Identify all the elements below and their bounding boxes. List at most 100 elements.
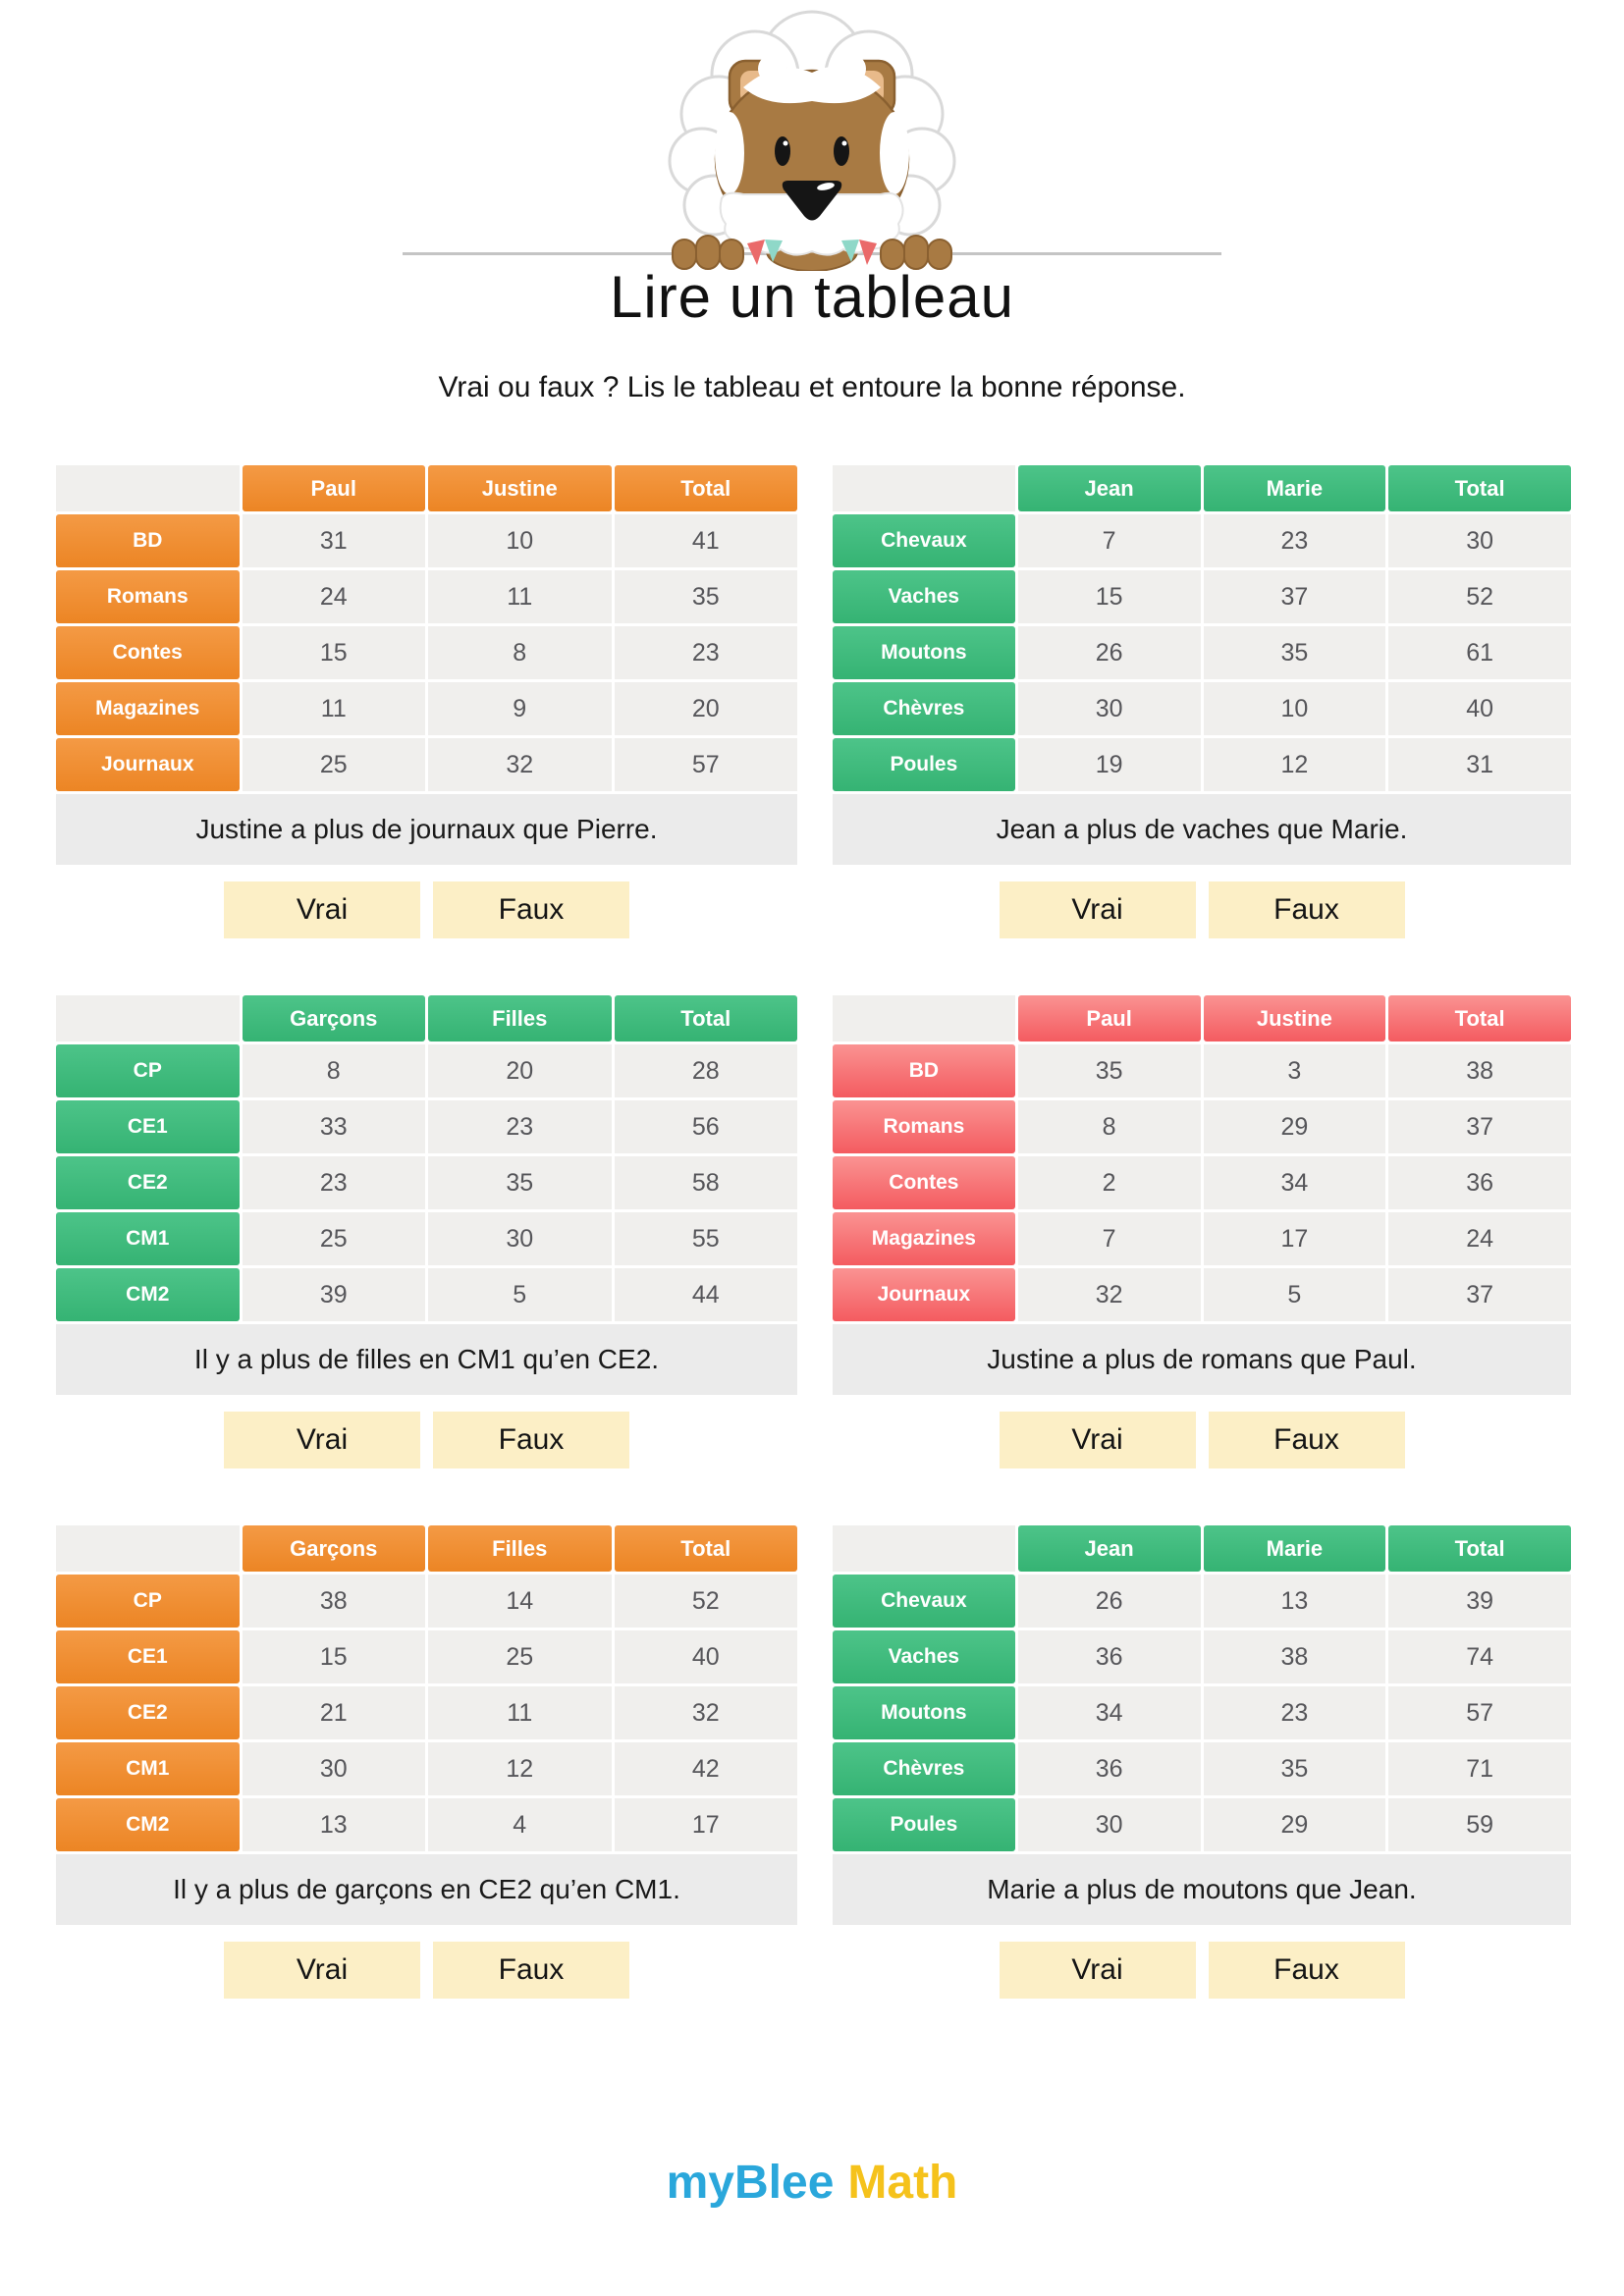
paw-right <box>880 235 952 270</box>
row-label: Chèvres <box>833 682 1015 735</box>
value-cell: 23 <box>1203 1686 1386 1739</box>
answer-buttons: Vrai Faux <box>833 881 1571 938</box>
answer-buttons: Vrai Faux <box>833 1942 1571 1999</box>
value-cell: 13 <box>1203 1575 1386 1628</box>
row-label: Contes <box>56 626 240 679</box>
row-label: Magazines <box>56 682 240 735</box>
column-header: Total <box>614 465 797 511</box>
data-table: Paul Justine Total BD 31 10 41 Romans 24 11 35 Cont… <box>56 465 797 791</box>
answer-buttons: Vrai Faux <box>56 881 797 938</box>
exercise-block: Paul Justine Total BD 31 10 41 Romans 24 11 35 Cont… <box>56 465 797 938</box>
value-cell: 19 <box>1017 738 1201 791</box>
table-corner-cell <box>56 1525 240 1572</box>
data-table: Garçons Filles Total CP 38 14 52 CE1 15 25 40 CE2 21… <box>56 1525 797 1851</box>
value-cell: 7 <box>1017 514 1201 567</box>
row-label: CP <box>56 1044 240 1097</box>
column-header: Jean <box>1017 465 1201 511</box>
answer-buttons: Vrai Faux <box>833 1412 1571 1468</box>
value-cell: 57 <box>1388 1686 1571 1739</box>
faux-button[interactable]: Faux <box>1208 1942 1405 1999</box>
exercise-block: Garçons Filles Total CP 8 20 28 CE1 33 23 56 CE2 23 3… <box>56 995 797 1468</box>
value-cell: 30 <box>1017 1798 1201 1851</box>
value-cell: 4 <box>428 1798 612 1851</box>
myblee-math-logo: myBlee Math <box>0 2156 1624 2210</box>
faux-button[interactable]: Faux <box>1208 1412 1405 1468</box>
value-cell: 33 <box>242 1100 425 1153</box>
value-cell: 34 <box>1203 1156 1386 1209</box>
value-cell: 38 <box>1388 1044 1571 1097</box>
value-cell: 15 <box>242 1630 425 1683</box>
value-cell: 31 <box>242 514 425 567</box>
value-cell: 37 <box>1388 1100 1571 1153</box>
value-cell: 59 <box>1388 1798 1571 1851</box>
faux-button[interactable]: Faux <box>433 1412 629 1468</box>
page-instructions: Vrai ou faux ? Lis le tableau et entoure… <box>438 371 1186 403</box>
value-cell: 52 <box>614 1575 797 1628</box>
value-cell: 13 <box>242 1798 425 1851</box>
value-cell: 35 <box>614 570 797 623</box>
row-label: CE2 <box>56 1156 240 1209</box>
value-cell: 61 <box>1388 626 1571 679</box>
question-statement: Justine a plus de romans que Paul. <box>833 1324 1571 1395</box>
faux-button[interactable]: Faux <box>1208 881 1405 938</box>
value-cell: 25 <box>428 1630 612 1683</box>
value-cell: 26 <box>1017 1575 1201 1628</box>
exercise-block: Jean Marie Total Chevaux 26 13 39 Vaches 36 38 74 M… <box>833 1525 1571 1999</box>
value-cell: 3 <box>1203 1044 1386 1097</box>
row-label: CM2 <box>56 1268 240 1321</box>
row-label: Vaches <box>833 1630 1015 1683</box>
row-label: BD <box>833 1044 1015 1097</box>
value-cell: 40 <box>614 1630 797 1683</box>
value-cell: 34 <box>1017 1686 1201 1739</box>
value-cell: 23 <box>242 1156 425 1209</box>
vrai-button[interactable]: Vrai <box>224 881 420 938</box>
faux-button[interactable]: Faux <box>433 881 629 938</box>
nose <box>782 181 842 221</box>
faux-button[interactable]: Faux <box>433 1942 629 1999</box>
eye-left <box>775 136 790 166</box>
value-cell: 10 <box>428 514 612 567</box>
column-header: Filles <box>428 1525 612 1572</box>
data-table: Jean Marie Total Chevaux 26 13 39 Vaches 36 38 74 M… <box>833 1525 1571 1851</box>
column-header: Garçons <box>242 995 425 1041</box>
value-cell: 37 <box>1203 570 1386 623</box>
value-cell: 74 <box>1388 1630 1571 1683</box>
row-label: Journaux <box>56 738 240 791</box>
vrai-button[interactable]: Vrai <box>224 1412 420 1468</box>
vrai-button[interactable]: Vrai <box>999 881 1196 938</box>
value-cell: 30 <box>1388 514 1571 567</box>
value-cell: 55 <box>614 1212 797 1265</box>
value-cell: 42 <box>614 1742 797 1795</box>
vrai-button[interactable]: Vrai <box>999 1412 1196 1468</box>
collar <box>747 240 877 265</box>
exercise-block: Jean Marie Total Chevaux 7 23 30 Vaches 15 37 52 Mo… <box>833 465 1571 938</box>
value-cell: 40 <box>1388 682 1571 735</box>
data-table: Garçons Filles Total CP 8 20 28 CE1 33 23 56 CE2 23 3… <box>56 995 797 1321</box>
row-label: Romans <box>833 1100 1015 1153</box>
value-cell: 5 <box>1203 1268 1386 1321</box>
table-corner-cell <box>833 995 1015 1041</box>
answer-buttons: Vrai Faux <box>56 1942 797 1999</box>
column-header: Justine <box>428 465 612 511</box>
value-cell: 29 <box>1203 1798 1386 1851</box>
row-label: BD <box>56 514 240 567</box>
row-label: CP <box>56 1575 240 1628</box>
vrai-button[interactable]: Vrai <box>999 1942 1196 1999</box>
value-cell: 8 <box>428 626 612 679</box>
row-label: Magazines <box>833 1212 1015 1265</box>
vrai-button[interactable]: Vrai <box>224 1942 420 1999</box>
value-cell: 8 <box>242 1044 425 1097</box>
question-statement: Il y a plus de garçons en CE2 qu’en CM1. <box>56 1854 797 1925</box>
column-header: Total <box>614 995 797 1041</box>
row-label: Chèvres <box>833 1742 1015 1795</box>
value-cell: 41 <box>614 514 797 567</box>
column-header: Paul <box>1017 995 1201 1041</box>
row-label: Moutons <box>833 626 1015 679</box>
question-statement: Justine a plus de journaux que Pierre. <box>56 794 797 865</box>
value-cell: 35 <box>428 1156 612 1209</box>
logo-text-myblee: myBlee <box>666 2157 835 2209</box>
value-cell: 17 <box>614 1798 797 1851</box>
column-header: Total <box>614 1525 797 1572</box>
column-header: Jean <box>1017 1525 1201 1572</box>
value-cell: 52 <box>1388 570 1571 623</box>
